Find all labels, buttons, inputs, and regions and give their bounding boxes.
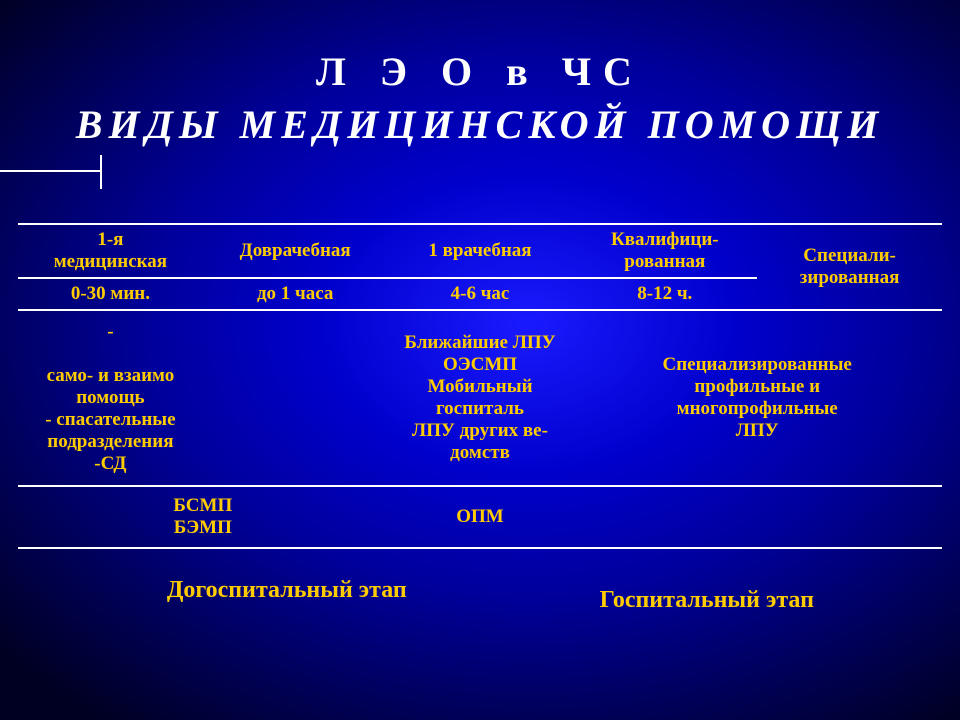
stage-prehospital: Догоспитальный этап — [60, 577, 514, 614]
header-cell-3: Квалифици-рованная — [572, 224, 757, 278]
time-cell-3: 8-12 ч. — [572, 278, 757, 310]
medical-aid-table: 1-ямедицинская Доврачебная 1 врачебная К… — [18, 223, 942, 549]
decor-horizontal-line — [0, 170, 100, 172]
header-row: 1-ямедицинская Доврачебная 1 врачебная К… — [18, 224, 942, 278]
time-cell-1: до 1 часа — [203, 278, 388, 310]
decor-vertical-line — [100, 155, 102, 189]
header-cell-2: 1 врачебная — [388, 224, 573, 278]
slide-title: Л Э О в ЧС ВИДЫ МЕДИЦИНСКОЙ ПОМОЩИ — [0, 0, 960, 168]
providers-cell-0: - само- и взаимопомощь- спасательныеподр… — [18, 310, 203, 486]
units-cell-2: ОПМ — [388, 486, 573, 548]
providers-cell-2: Ближайшие ЛПУОЭСМПМобильныйгоспитальЛПУ … — [388, 310, 573, 486]
header-cell-1: Доврачебная — [203, 224, 388, 278]
providers-cell-34: Специализированныепрофильные имногопрофи… — [572, 310, 942, 486]
header-cell-4: Специали-зированная — [757, 224, 942, 310]
providers-cell-1 — [203, 310, 388, 486]
providers-row: - само- и взаимопомощь- спасательныеподр… — [18, 310, 942, 486]
units-cell-3 — [572, 486, 757, 548]
title-line-1: Л Э О в ЧС — [0, 48, 960, 95]
units-row: БСМПБЭМП ОПМ — [18, 486, 942, 548]
units-cell-4 — [757, 486, 942, 548]
time-cell-0: 0-30 мин. — [18, 278, 203, 310]
units-cell-01: БСМПБЭМП — [18, 486, 388, 548]
title-line-2: ВИДЫ МЕДИЦИНСКОЙ ПОМОЩИ — [0, 101, 960, 148]
stage-hospital: Госпитальный этап — [514, 577, 900, 614]
time-cell-2: 4-6 час — [388, 278, 573, 310]
stages-row: Догоспитальный этап Госпитальный этап — [0, 577, 960, 614]
header-cell-0: 1-ямедицинская — [18, 224, 203, 278]
